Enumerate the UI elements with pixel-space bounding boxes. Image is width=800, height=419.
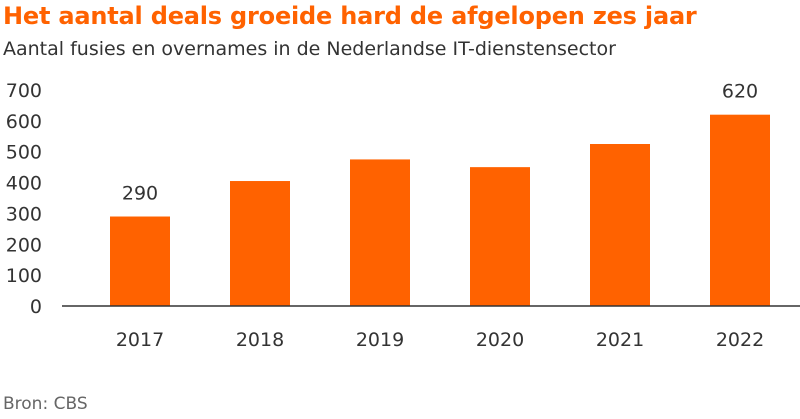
bar-series: [110, 114, 770, 306]
bar-2020: [470, 167, 530, 306]
data-label-2017: 290: [122, 183, 158, 205]
x-tick-label: 2021: [596, 329, 644, 351]
y-tick-label: 500: [6, 142, 42, 164]
x-tick-label: 2020: [476, 329, 524, 351]
source-note: Bron: CBS: [3, 394, 88, 414]
x-tick-label: 2017: [116, 329, 164, 351]
y-axis: 0 100 200 300 400 500 600 700: [6, 80, 42, 318]
x-tick-label: 2019: [356, 329, 404, 351]
data-label-2022: 620: [722, 81, 758, 103]
bar-2022: [710, 114, 770, 306]
bar-2017: [110, 216, 170, 306]
y-tick-label: 600: [6, 111, 42, 133]
y-tick-label: 100: [6, 265, 42, 287]
y-tick-label: 700: [6, 80, 42, 102]
bar-2019: [350, 159, 410, 306]
x-tick-label: 2018: [236, 329, 284, 351]
x-axis: 2017 2018 2019 2020 2021 2022: [116, 329, 764, 351]
y-tick-label: 0: [30, 296, 42, 318]
y-tick-label: 300: [6, 203, 42, 225]
y-tick-label: 200: [6, 234, 42, 256]
x-tick-label: 2022: [716, 329, 764, 351]
chart-title: Het aantal deals groeide hard de afgelop…: [3, 2, 697, 30]
bar-2018: [230, 181, 290, 306]
chart-subtitle: Aantal fusies en overnames in de Nederla…: [3, 38, 616, 60]
data-labels: 290 620: [122, 81, 758, 205]
y-tick-label: 400: [6, 173, 42, 195]
bar-2021: [590, 144, 650, 306]
